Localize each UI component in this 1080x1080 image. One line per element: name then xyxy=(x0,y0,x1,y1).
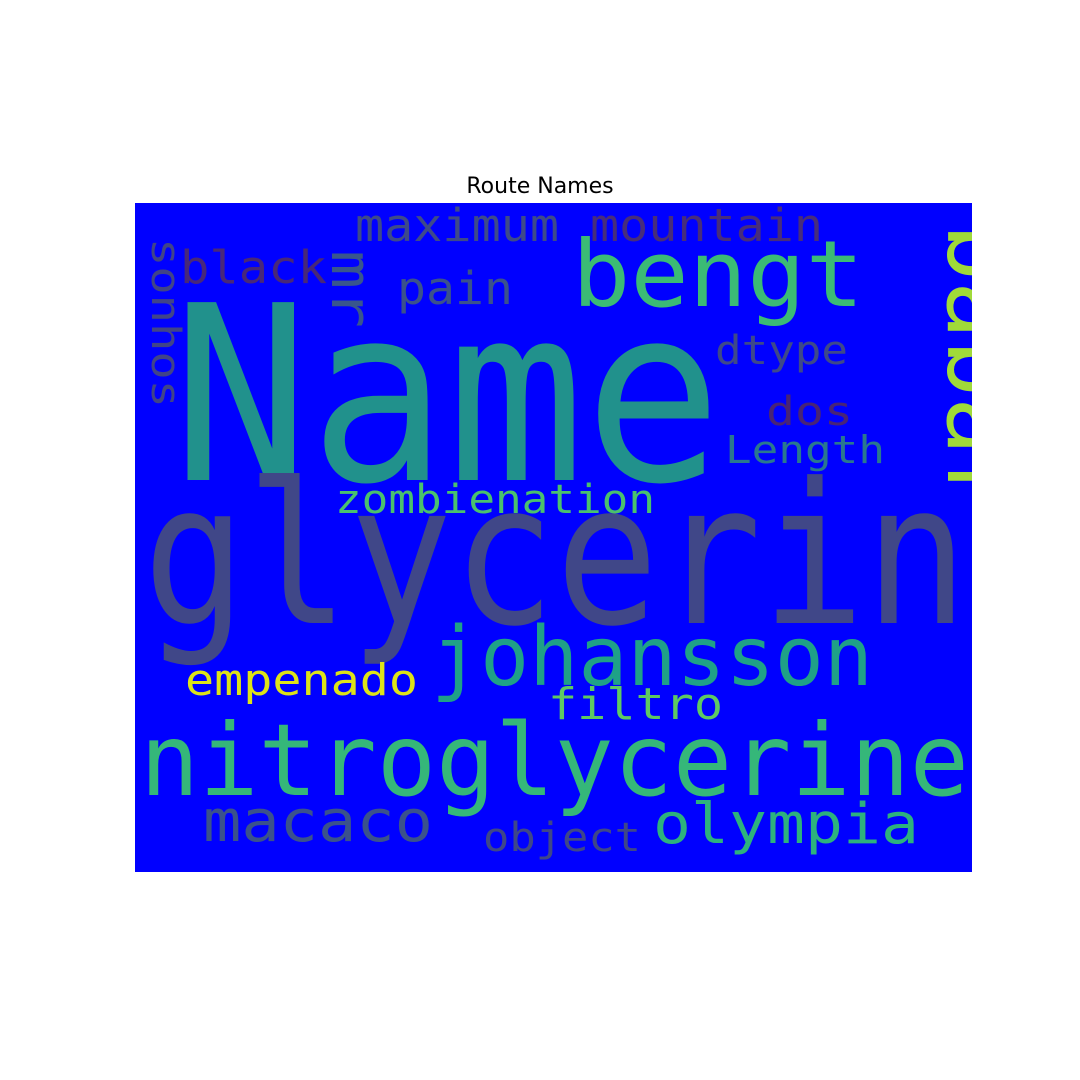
word-pain: pain xyxy=(397,262,513,315)
figure-title: Route Names xyxy=(466,174,614,199)
word-babar: babar xyxy=(926,223,972,513)
word-mountain: mountain xyxy=(590,203,823,252)
word-object: object xyxy=(483,815,641,861)
word-maximum: maximum xyxy=(355,203,559,252)
word-glycerin: glycerin xyxy=(143,442,968,670)
word-mr: mr xyxy=(318,250,383,328)
word-sonhos: sonhos xyxy=(142,238,188,408)
word-empenado: empenado xyxy=(185,655,418,706)
word-macaco: macaco xyxy=(203,787,433,855)
word-bengt: bengt xyxy=(572,221,864,328)
word-olympia: olympia xyxy=(653,792,919,857)
word-nitroglycerine: nitroglycerine xyxy=(140,702,969,819)
word-cloud-svg: Name glycerin nitroglycerine babar bengt… xyxy=(135,203,972,872)
word-cloud-canvas: Name glycerin nitroglycerine babar bengt… xyxy=(135,203,972,872)
word-cloud-background xyxy=(135,203,972,872)
word-johansson: johansson xyxy=(431,610,873,705)
word-length: Length xyxy=(725,428,885,472)
word-dos: dos xyxy=(766,389,853,435)
word-name: Name xyxy=(172,254,722,538)
word-dtype: dtype xyxy=(715,328,848,374)
word-filtro: filtro xyxy=(548,679,723,730)
word-zombienation: zombienation xyxy=(335,477,655,523)
word-black: black xyxy=(180,241,327,294)
